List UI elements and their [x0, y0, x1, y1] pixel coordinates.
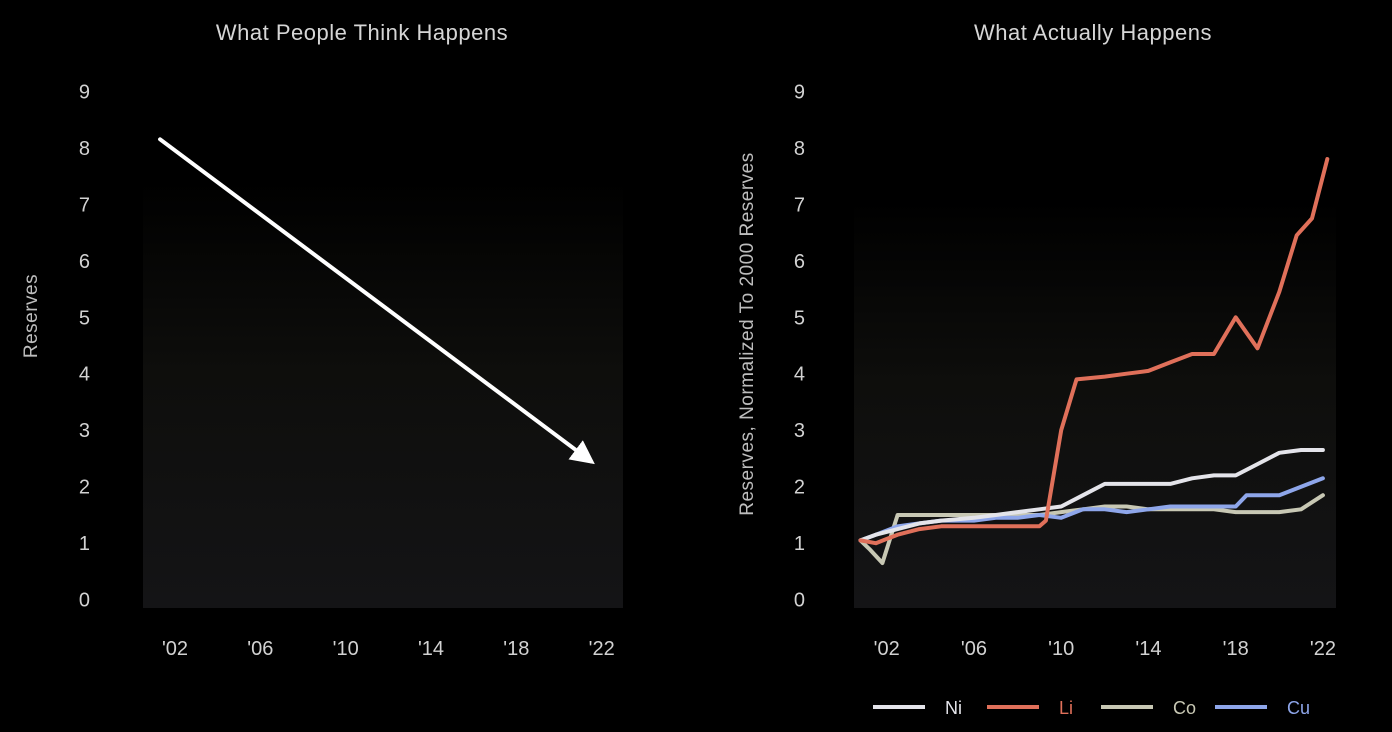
y-tick-label-right: 9 — [794, 81, 805, 103]
y-tick-label-right: 8 — [794, 138, 805, 160]
y-tick-label-left: 9 — [79, 81, 90, 103]
y-tick-label-left: 8 — [79, 138, 90, 160]
y-tick-label-right: 1 — [794, 533, 805, 555]
x-tick-label-right: '02 — [874, 638, 900, 660]
x-tick-label-right: '10 — [1048, 638, 1074, 660]
series-line-ni — [858, 448, 1325, 543]
y-tick-label-left: 4 — [79, 364, 90, 386]
arrow-marks-left — [158, 137, 595, 465]
y-tick-label-right: 0 — [794, 590, 805, 612]
y-tick-label-right: 6 — [794, 251, 805, 273]
y-tick-labels-left: 0 1 2 3 4 5 6 7 8 9 — [79, 81, 90, 611]
y-tick-label-right: 7 — [794, 194, 805, 216]
legend-label-ni: Ni — [945, 698, 962, 718]
y-tick-label-right: 5 — [794, 307, 805, 329]
series-line-li — [858, 157, 1330, 546]
y-tick-label-left: 6 — [79, 251, 90, 273]
y-tick-label-right: 3 — [794, 420, 805, 442]
x-tick-label-left: '02 — [162, 638, 188, 660]
y-tick-label-left: 7 — [79, 194, 90, 216]
series-lines-right — [858, 157, 1330, 565]
y-axis-label-left: Reserves — [21, 274, 42, 358]
chart-title-left: What People Think Happens — [216, 20, 508, 45]
legend-label-co: Co — [1173, 698, 1196, 718]
legend: Ni Li Co Cu — [873, 698, 1310, 718]
chart-title-right: What Actually Happens — [974, 20, 1212, 45]
y-tick-label-left: 2 — [79, 477, 90, 499]
x-tick-label-left: '10 — [333, 638, 359, 660]
x-tick-label-right: '14 — [1135, 638, 1161, 660]
x-tick-label-right: '22 — [1310, 638, 1336, 660]
y-tick-label-left: 1 — [79, 533, 90, 555]
y-tick-label-left: 0 — [79, 590, 90, 612]
y-tick-labels-right: 0 1 2 3 4 5 6 7 8 9 — [794, 81, 805, 611]
y-axis-label-right: Reserves, Normalized To 2000 Reserves — [737, 152, 758, 515]
y-tick-label-left: 5 — [79, 307, 90, 329]
x-tick-label-left: '18 — [503, 638, 529, 660]
x-tick-label-left: '14 — [418, 638, 444, 660]
y-tick-label-right: 2 — [794, 477, 805, 499]
legend-label-li: Li — [1059, 698, 1073, 718]
chart-left: What People Think Happens Reserves 0 1 2 3 4… — [21, 20, 623, 660]
legend-label-cu: Cu — [1287, 698, 1310, 718]
x-tick-label-left: '22 — [589, 638, 615, 660]
plot-area-right — [854, 200, 1336, 608]
plot-area-left — [143, 180, 623, 608]
x-tick-labels-left: '02 '06 '10 '14 '18 '22 — [162, 638, 615, 660]
x-tick-label-right: '18 — [1223, 638, 1249, 660]
chart-right: What Actually Happens Reserves, Normaliz… — [737, 20, 1336, 718]
x-tick-label-right: '06 — [961, 638, 987, 660]
y-tick-label-left: 3 — [79, 420, 90, 442]
x-tick-labels-right: '02 '06 '10 '14 '18 '22 — [874, 638, 1336, 660]
y-tick-label-right: 4 — [794, 364, 805, 386]
decline-arrow — [158, 137, 595, 465]
x-tick-label-left: '06 — [247, 638, 273, 660]
